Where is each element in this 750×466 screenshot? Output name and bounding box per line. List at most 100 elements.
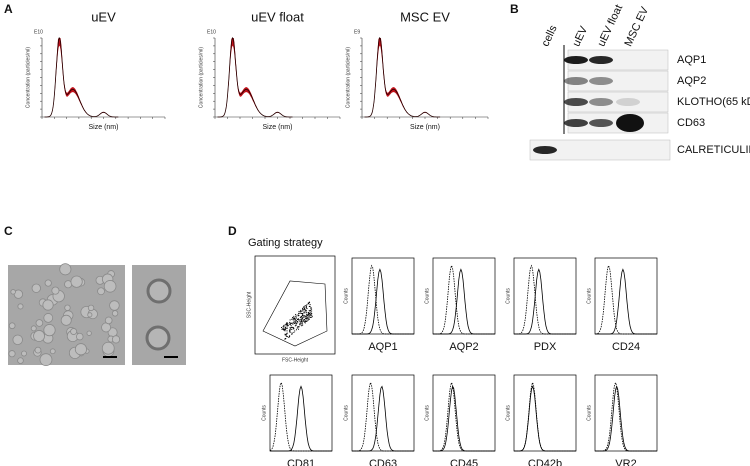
event — [283, 329, 285, 331]
isotype-curve — [514, 264, 576, 335]
event — [292, 317, 294, 319]
histogram-frame — [594, 374, 658, 452]
event — [299, 320, 301, 322]
event — [293, 327, 295, 329]
vesicle — [76, 332, 84, 341]
event — [304, 321, 306, 323]
plot-title: uEV float — [251, 9, 304, 24]
event — [302, 308, 304, 310]
event — [302, 318, 304, 320]
axis-label: FSC-Height — [282, 357, 309, 363]
vesicle — [70, 275, 83, 288]
vesicle — [86, 330, 92, 336]
event — [304, 309, 306, 311]
vesicle — [111, 335, 121, 344]
event — [295, 317, 297, 319]
marker-label: PDX — [534, 341, 557, 353]
event — [305, 309, 307, 311]
event — [303, 316, 305, 318]
event — [286, 324, 288, 326]
event — [303, 315, 305, 317]
row-label: AQP2 — [677, 75, 706, 87]
event — [284, 334, 286, 336]
vesicle — [103, 280, 117, 293]
row-label: CALRETICULIN — [677, 144, 750, 156]
event — [309, 313, 311, 315]
event — [297, 319, 299, 321]
event — [285, 328, 287, 330]
gate — [262, 280, 328, 347]
event — [285, 326, 287, 328]
marker-label: CD63 — [369, 458, 397, 466]
mean-curve — [217, 36, 293, 118]
marker-label: CD81 — [287, 458, 315, 466]
event — [306, 308, 308, 310]
histogram-frame — [432, 374, 496, 452]
event — [297, 326, 299, 328]
event — [291, 328, 293, 330]
event — [298, 328, 300, 330]
sample-curve — [433, 385, 495, 452]
event — [310, 307, 312, 309]
histogram-frame — [432, 257, 496, 335]
event — [288, 337, 290, 339]
sample-curve — [270, 385, 332, 452]
event — [301, 310, 303, 312]
event — [294, 330, 296, 332]
event — [306, 320, 308, 322]
event — [289, 321, 291, 323]
event — [307, 312, 309, 314]
band — [589, 77, 613, 85]
sample-curve — [433, 268, 495, 335]
vesicle — [49, 348, 56, 355]
event — [292, 327, 294, 329]
event — [303, 319, 305, 321]
marker-label: AQP2 — [449, 341, 478, 353]
row-label: CD63 — [677, 117, 705, 129]
event — [302, 314, 304, 316]
event — [295, 320, 297, 322]
mean-curve — [364, 37, 441, 118]
event — [285, 327, 287, 329]
band — [616, 114, 644, 132]
histogram-frame — [351, 257, 415, 335]
event — [289, 330, 291, 332]
vesicle — [10, 289, 16, 295]
event — [292, 319, 294, 321]
event — [293, 317, 295, 319]
event — [307, 302, 309, 304]
panel-letter: A — [4, 2, 13, 16]
event — [286, 333, 288, 335]
x-axis-label: Size (nm) — [89, 124, 119, 131]
event — [306, 304, 308, 306]
event — [303, 312, 305, 314]
event — [285, 334, 287, 336]
event — [302, 324, 304, 326]
exponent: E10 — [207, 29, 216, 35]
event — [286, 323, 288, 325]
lane-label: cells — [539, 23, 559, 48]
vesicle — [101, 322, 112, 333]
event — [307, 319, 309, 321]
band — [564, 119, 588, 127]
event — [289, 328, 291, 330]
marker-label: VR2 — [615, 458, 636, 466]
event — [299, 311, 301, 313]
event — [305, 318, 307, 320]
event — [293, 328, 295, 330]
event — [299, 316, 301, 318]
vesicle — [60, 314, 72, 326]
event — [307, 314, 309, 316]
event — [305, 305, 307, 307]
event — [308, 315, 310, 317]
event — [297, 321, 299, 323]
event — [301, 320, 303, 322]
event — [310, 312, 312, 314]
event — [304, 322, 306, 324]
blot — [529, 139, 671, 161]
isotype-curve — [595, 381, 657, 452]
event — [303, 306, 305, 308]
event — [302, 307, 304, 309]
event — [297, 315, 299, 317]
vesicle — [30, 325, 37, 332]
